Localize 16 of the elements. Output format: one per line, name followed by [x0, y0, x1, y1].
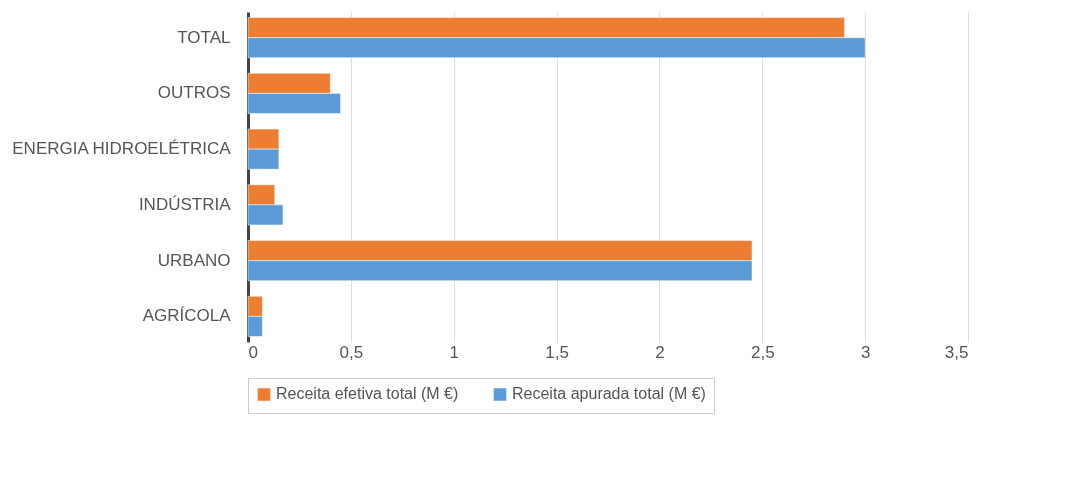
y-tick-label: OUTROS [157, 83, 231, 103]
x-tick-label: 1,5 [545, 342, 569, 362]
y-tick-label: INDÚSTRIA [138, 194, 232, 214]
x-tick-label: 2,5 [750, 342, 775, 362]
y-tick-label: TOTAL [177, 27, 231, 47]
y-tick-label: URBANO [157, 250, 231, 270]
x-tick-label: 2 [655, 342, 665, 362]
x-tick-label: 0 [248, 342, 258, 362]
y-tick-label: AGRÍCOLA [142, 306, 232, 326]
x-tick-label: 3 [860, 342, 871, 362]
x-tick-label: 1 [449, 342, 459, 362]
legend-label: Receita apurada total (M €) [512, 385, 706, 403]
legend-label: Receita efetiva total (M €) [276, 385, 459, 403]
y-tick-label: ENERGIA HIDROELÉTRICA [12, 139, 232, 159]
x-tick-label: 3,5 [944, 342, 969, 362]
x-tick-label: 0,5 [339, 342, 364, 362]
